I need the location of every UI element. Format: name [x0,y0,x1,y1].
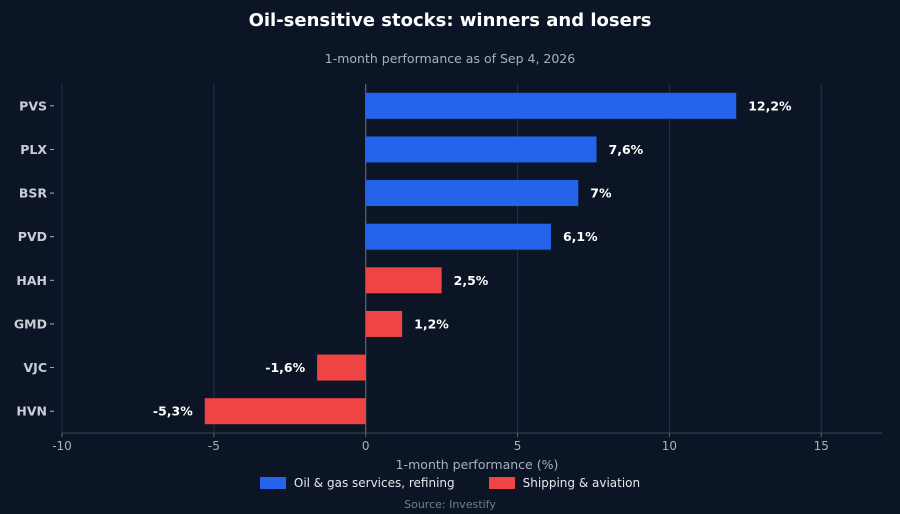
legend-label-oil-gas: Oil & gas services, refining [293,476,455,490]
x-tick-label: 0 [362,439,370,453]
x-tick-label: 5 [514,439,522,453]
category-label-vjc: VJC [24,360,48,375]
x-axis-title: 1-month performance (%) [396,457,559,472]
category-label-pvs: PVS [19,98,47,113]
bar-pvs[interactable] [365,92,737,119]
chart-legend: Oil & gas services, refining Shipping & … [0,476,900,490]
legend-label-shipping-aviation: Shipping & aviation [522,476,641,490]
bar-hah[interactable] [365,267,442,294]
x-tick-label: -10 [52,439,72,453]
value-label-plx: 7,6% [609,142,644,157]
bar-gmd[interactable] [365,310,403,337]
category-label-hvn: HVN [16,404,47,419]
legend-item-oil-gas[interactable]: Oil & gas services, refining [259,476,455,490]
value-label-hah: 2,5% [454,273,489,288]
category-label-plx: PLX [20,142,47,157]
category-label-bsr: BSR [19,186,48,201]
bar-bsr[interactable] [365,180,579,207]
value-label-pvs: 12,2% [748,98,792,113]
chart-title: Oil-sensitive stocks: winners and losers [248,10,652,31]
value-label-hvn: -5,3% [153,404,193,419]
value-label-bsr: 7% [590,186,612,201]
value-label-gmd: 1,2% [414,316,449,331]
category-label-hah: HAH [16,273,47,288]
bar-vjc[interactable] [317,354,366,381]
legend-swatch-oil-gas [259,477,286,489]
source-note: Source: Investify [404,498,496,511]
chart-subtitle: 1-month performance as of Sep 4, 2026 [324,51,576,66]
category-label-gmd: GMD [14,316,47,331]
bar-plx[interactable] [365,136,597,163]
x-tick-label: 15 [814,439,829,453]
x-tick-label: 10 [662,439,677,453]
bar-pvd[interactable] [365,223,551,250]
bar-hvn[interactable] [204,398,366,425]
legend-swatch-shipping-aviation [488,477,515,489]
legend-item-shipping-aviation[interactable]: Shipping & aviation [488,476,641,490]
value-label-vjc: -1,6% [265,360,305,375]
category-label-pvd: PVD [18,229,47,244]
value-label-pvd: 6,1% [563,229,598,244]
x-tick-label: -5 [208,439,220,453]
